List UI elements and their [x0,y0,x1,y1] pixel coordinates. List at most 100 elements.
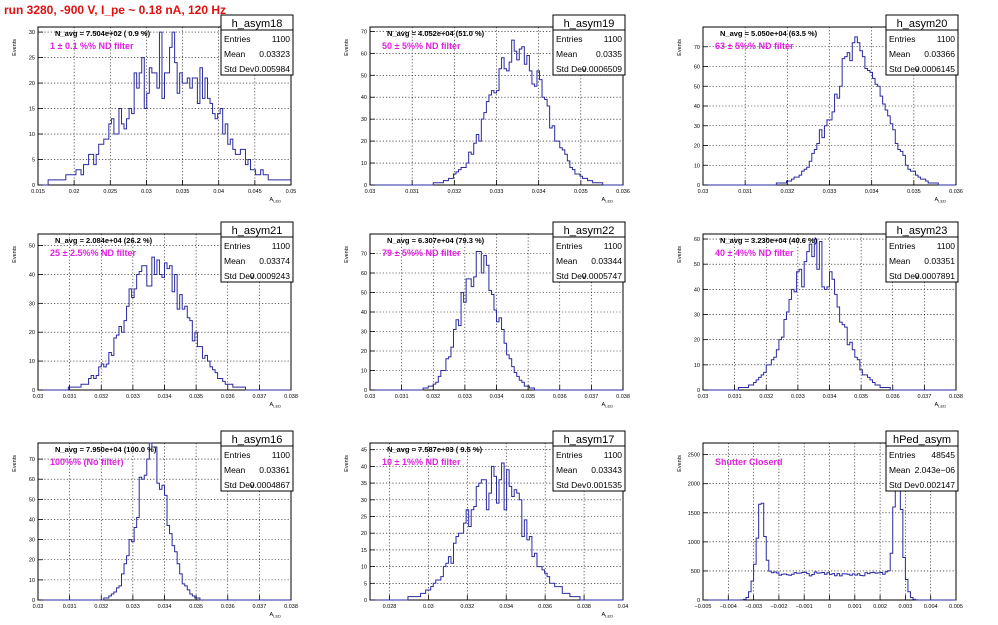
x-tick-label: 0.038 [284,394,298,400]
stats-label: Mean [224,465,246,475]
y-axis-label: Events [12,39,18,56]
x-tick-label: 0.005 [949,604,963,610]
x-tick-label: 0.032 [460,604,474,610]
y-tick-label: 20 [694,144,700,150]
y-tick-label: 20 [29,558,35,564]
histogram-line [38,31,291,186]
stats-label: Std Dev [556,480,587,490]
x-tick-label: 0.03 [365,394,376,400]
y-tick-label: 50 [694,262,700,268]
stats-label: Entries [224,241,250,251]
y-tick-label: 30 [29,301,35,307]
x-tick-label: 0.038 [577,604,591,610]
stats-box [220,445,294,492]
x-tick-label: 0 [828,604,831,610]
stats-label: Std Dev [556,64,587,74]
x-tick-label: 0.031 [728,394,742,400]
x-axis-label: ALED [602,197,614,204]
x-tick-label: 0.036 [538,604,552,610]
x-tick-label: 0.035 [521,394,535,400]
y-tick-label: 0 [32,388,35,394]
x-axis-label: ALED [602,612,614,619]
y-tick-label: 0 [364,183,367,189]
stats-value: 0.0005747 [582,271,622,281]
y-axis-label: Events [12,455,18,472]
stats-label: Std Dev [889,271,920,281]
y-tick-label: 20 [29,330,35,336]
panel-h_asym19: 0.03 0.031 0.032 0.033 0.034 0.035 0.036 0 10 20 3… [344,14,630,204]
y-tick-label: 10 [29,578,35,584]
y-tick-label: 30 [361,498,367,504]
y-tick-label: 60 [694,237,700,243]
stats-label: Mean [556,256,578,266]
x-axis-label: ALED [270,197,282,204]
stats-label: Entries [556,34,582,44]
stats-value: 0.0004867 [250,480,290,490]
stats-value: 0.03323 [259,49,290,59]
x-axis-label: ALED [602,402,614,409]
y-tick-label: 0 [697,598,700,604]
x-tick-label: 0.033 [823,189,837,195]
x-tick-label: 0.035 [176,189,190,195]
stats-label: Mean [556,49,578,59]
x-tick-label: 0.038 [616,394,630,400]
histogram-line [38,442,291,601]
x-tick-label: 0.025 [103,189,117,195]
stats-value: 0.001535 [587,480,623,490]
y-tick-label: 20 [29,81,35,87]
x-tick-label: 0.037 [252,604,266,610]
filter-annotation: 63 ± 5%% ND filter [715,41,794,51]
x-tick-label: 0.031 [738,189,752,195]
filter-annotation: 10 ± 1%% ND filter [382,457,461,467]
panel-h_asym23: 0.03 0.031 0.032 0.033 0.034 0.035 0.036 0.037 0… [677,221,963,409]
y-tick-label: 40 [29,272,35,278]
x-axis-label: ALED [270,612,282,619]
x-tick-label: 0.033 [126,394,140,400]
stats-label: Std Dev [889,64,920,74]
y-tick-label: 20 [694,338,700,344]
stats-value: 0.005984 [255,64,291,74]
x-tick-label: 0.031 [63,604,77,610]
histogram-line [38,256,291,391]
navg-label: N_avg = 6.307e+04 (79.3 %) [387,236,485,245]
panel-h_asym22: 0.03 0.031 0.032 0.033 0.034 0.035 0.036 0.037 0… [344,221,630,409]
filter-annotation: 40 ± 4%% ND filter [715,248,794,258]
x-tick-label: 0.031 [405,189,419,195]
histogram-title: h_asym19 [564,18,615,30]
x-tick-label: 0.038 [284,604,298,610]
x-tick-label: 0.032 [94,604,108,610]
stats-label: Entries [889,450,915,460]
x-tick-label: 0.034 [865,189,879,195]
histogram-line [703,451,956,601]
x-tick-label: 0.03 [365,189,376,195]
histogram-line [370,251,623,391]
y-tick-label: 0 [32,183,35,189]
stats-value: 1100 [604,241,623,251]
filter-annotation: Shutter Closerd [715,457,783,467]
y-tick-label: 30 [361,117,367,123]
stats-value: 1100 [937,34,956,44]
y-tick-label: 60 [694,65,700,71]
y-tick-label: 70 [361,252,367,258]
y-axis-label: Events [344,246,350,263]
panel-h_asym20: 0.03 0.031 0.032 0.033 0.034 0.035 0.036 0 10 20 3… [677,14,963,204]
x-tick-label: 0.003 [899,604,913,610]
filter-annotation: 25 ± 2.5%% ND filter [50,248,136,258]
histogram-title: h_asym22 [564,225,615,237]
y-axis-label: Events [344,455,350,472]
x-tick-label: 0.001 [848,604,862,610]
y-tick-label: 45 [361,448,367,454]
x-tick-label: 0.034 [823,394,837,400]
stats-label: Mean [556,465,578,475]
x-tick-label: 0.036 [553,394,567,400]
x-tick-label: −0.005 [695,604,712,610]
histogram-title: h_asym17 [564,434,615,446]
x-tick-label: 0.031 [63,394,77,400]
y-tick-label: 25 [29,56,35,62]
y-tick-label: 40 [694,287,700,293]
stats-value: 0.03366 [924,49,955,59]
y-tick-label: 25 [361,514,367,520]
panel-h_asym18: 0.015 0.02 0.025 0.03 0.035 0.04 0.045 0.05 0 5 10… [12,14,296,204]
y-tick-label: 40 [361,310,367,316]
